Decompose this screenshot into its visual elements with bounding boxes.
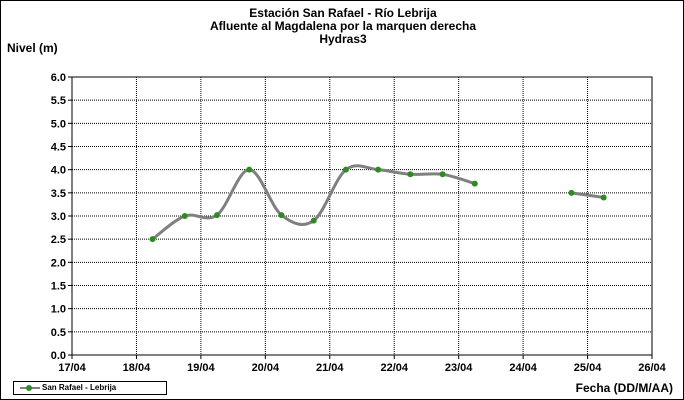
y-tick-label: 0.5 bbox=[51, 327, 66, 339]
legend: San Rafael - Lebrija bbox=[13, 381, 167, 395]
y-tick-label: 3.5 bbox=[51, 188, 66, 200]
x-axis-label: Fecha (DD/M/AA) bbox=[575, 381, 673, 395]
x-tick-label: 18/04 bbox=[123, 362, 151, 374]
x-tick-label: 26/04 bbox=[638, 362, 666, 374]
x-tick-label: 20/04 bbox=[252, 362, 280, 374]
y-tick-label: 5.5 bbox=[51, 95, 66, 107]
data-point bbox=[278, 212, 285, 219]
chart-title-line-3: Hydras3 bbox=[319, 32, 367, 46]
x-tick-label: 23/04 bbox=[445, 362, 473, 374]
data-point bbox=[439, 171, 446, 178]
data-point bbox=[181, 213, 188, 219]
data-point bbox=[600, 194, 607, 201]
data-point bbox=[214, 212, 220, 219]
data-point bbox=[149, 236, 156, 243]
legend-marker-swatch bbox=[26, 385, 32, 391]
data-point bbox=[246, 166, 253, 173]
x-tick-label: 17/04 bbox=[58, 362, 86, 374]
chart-title-line-1: Estación San Rafael - Río Lebrija bbox=[249, 6, 437, 20]
chart-title-line-2: Afluente al Magdalena por la marquen der… bbox=[209, 19, 477, 33]
x-tick-label: 19/04 bbox=[187, 362, 215, 374]
y-tick-label: 2.5 bbox=[51, 234, 66, 246]
y-tick-label: 1.5 bbox=[51, 281, 66, 293]
y-axis-label: Nivel (m) bbox=[7, 41, 58, 55]
x-tick-label: 25/04 bbox=[574, 362, 602, 374]
data-point bbox=[310, 217, 317, 224]
x-tick-label: 24/04 bbox=[509, 362, 537, 374]
y-tick-label: 3.0 bbox=[51, 211, 66, 223]
y-tick-label: 6.0 bbox=[51, 72, 66, 84]
data-point bbox=[375, 166, 382, 173]
data-point bbox=[471, 180, 478, 187]
y-tick-label: 5.0 bbox=[51, 118, 66, 130]
data-point bbox=[568, 189, 575, 196]
legend-entry-label: San Rafael - Lebrija bbox=[42, 383, 117, 392]
data-point bbox=[342, 166, 349, 173]
y-tick-label: 2.0 bbox=[51, 257, 66, 269]
y-tick-label: 4.0 bbox=[51, 165, 66, 177]
y-tick-label: 1.0 bbox=[51, 304, 66, 316]
y-tick-label: 4.5 bbox=[51, 142, 66, 154]
x-tick-label: 21/04 bbox=[316, 362, 344, 374]
y-tick-label: 0.0 bbox=[51, 350, 66, 362]
data-point bbox=[407, 171, 414, 178]
x-tick-label: 22/04 bbox=[380, 362, 408, 374]
